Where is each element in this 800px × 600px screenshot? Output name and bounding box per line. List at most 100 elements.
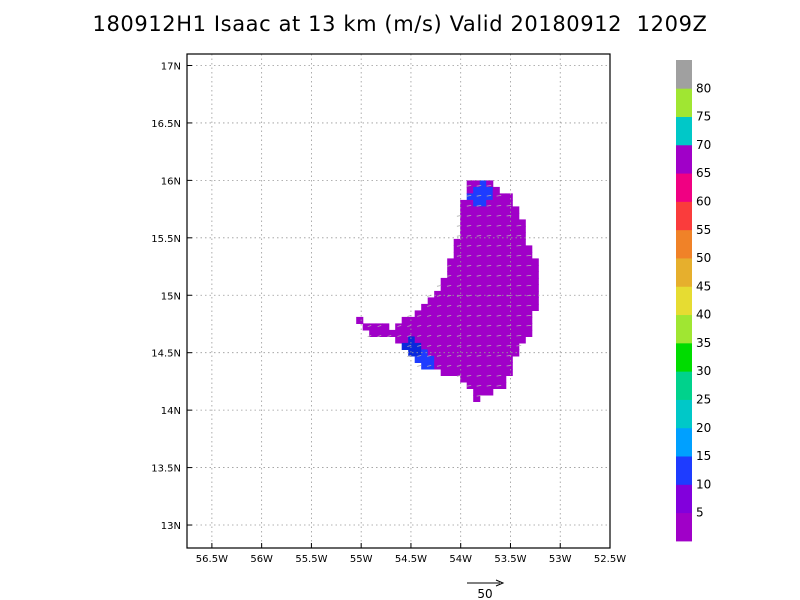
wind-cell — [447, 355, 455, 363]
wind-cell — [427, 355, 435, 363]
reference-vector: 50 — [467, 579, 505, 600]
wind-cell — [492, 375, 500, 383]
wind-vector — [506, 304, 512, 307]
wind-cell — [440, 336, 448, 344]
wind-cell — [499, 238, 507, 246]
colorbar-swatch — [676, 144, 692, 174]
wind-vector — [466, 304, 472, 307]
wind-cell — [499, 277, 507, 285]
wind-cell — [492, 232, 500, 240]
wind-cell — [460, 329, 468, 337]
wind-vector — [456, 324, 462, 327]
wind-cell — [518, 329, 526, 337]
wind-cell — [512, 219, 520, 227]
wind-cell — [518, 310, 526, 318]
wind-cell — [518, 245, 526, 253]
wind-vector — [526, 264, 532, 267]
wind-cell — [460, 355, 468, 363]
colorbar-swatch — [676, 286, 692, 316]
wind-cell — [434, 297, 442, 305]
wind-cell — [479, 316, 487, 324]
wind-cell — [408, 349, 416, 357]
wind-cell — [427, 336, 435, 344]
wind-cell — [479, 355, 487, 363]
wind-vector — [526, 254, 532, 257]
wind-cell — [466, 342, 474, 350]
wind-vector — [446, 364, 452, 367]
x-tick-label: 53W — [549, 554, 572, 565]
wind-cell — [453, 290, 461, 298]
colorbar-swatch — [676, 173, 692, 202]
wind-vector — [476, 234, 482, 237]
wind-cell — [525, 264, 533, 272]
wind-cell — [499, 290, 507, 298]
wind-cell — [473, 375, 481, 383]
wind-cell — [505, 206, 513, 214]
colorbar-swatch — [676, 229, 692, 259]
wind-cell — [499, 316, 507, 324]
wind-vector — [496, 234, 502, 237]
wind-cell — [447, 349, 455, 357]
wind-cell — [473, 310, 481, 318]
wind-cell — [499, 342, 507, 350]
wind-cell — [440, 277, 448, 285]
wind-vector — [476, 304, 482, 307]
wind-cell — [460, 199, 468, 207]
wind-cell — [375, 329, 383, 337]
wind-cell — [505, 316, 513, 324]
wind-cell — [440, 368, 448, 376]
wind-cell — [466, 258, 474, 266]
wind-cell — [473, 206, 481, 214]
wind-vector — [456, 294, 462, 297]
wind-vector — [496, 254, 502, 257]
wind-cell — [505, 336, 513, 344]
wind-vector — [476, 184, 482, 187]
wind-cell — [512, 303, 520, 311]
wind-cell — [492, 225, 500, 233]
wind-vector — [486, 254, 492, 257]
wind-vector — [427, 324, 432, 327]
wind-vector — [466, 214, 472, 217]
wind-cell — [473, 329, 481, 337]
wind-cell — [440, 290, 448, 298]
wind-cell — [466, 323, 474, 331]
wind-cell — [473, 219, 481, 227]
wind-cell — [414, 336, 422, 344]
wind-cell — [479, 225, 487, 233]
wind-cell — [473, 199, 481, 207]
wind-vector — [427, 304, 432, 307]
colorbar-swatch — [676, 371, 692, 400]
wind-vector — [446, 304, 452, 307]
wind-cell — [466, 355, 474, 363]
wind-vector — [496, 344, 502, 347]
wind-vector — [446, 274, 452, 277]
wind-vector — [407, 344, 412, 347]
wind-vector — [456, 244, 462, 247]
wind-cell — [473, 355, 481, 363]
wind-vector — [436, 334, 442, 337]
wind-vector — [466, 324, 472, 327]
wind-cell — [531, 264, 539, 272]
wind-cell — [434, 290, 442, 298]
wind-vector — [506, 354, 512, 357]
wind-vector — [526, 284, 532, 287]
wind-vector — [486, 374, 492, 377]
wind-vector — [486, 284, 492, 287]
wind-cell — [499, 232, 507, 240]
wind-cell — [382, 323, 390, 331]
colorbar-swatch — [676, 427, 692, 457]
wind-cell — [466, 219, 474, 227]
wind-cell — [453, 303, 461, 311]
wind-vector — [486, 324, 492, 327]
wind-vector — [496, 354, 502, 357]
wind-cell — [531, 258, 539, 266]
wind-cell — [421, 323, 429, 331]
wind-cell — [531, 271, 539, 279]
wind-cell — [512, 342, 520, 350]
wind-vector — [516, 344, 522, 347]
wind-cell — [440, 284, 448, 292]
wind-cell — [499, 362, 507, 370]
colorbar-swatch — [676, 342, 692, 372]
wind-cell — [447, 342, 455, 350]
wind-vector — [476, 354, 482, 357]
